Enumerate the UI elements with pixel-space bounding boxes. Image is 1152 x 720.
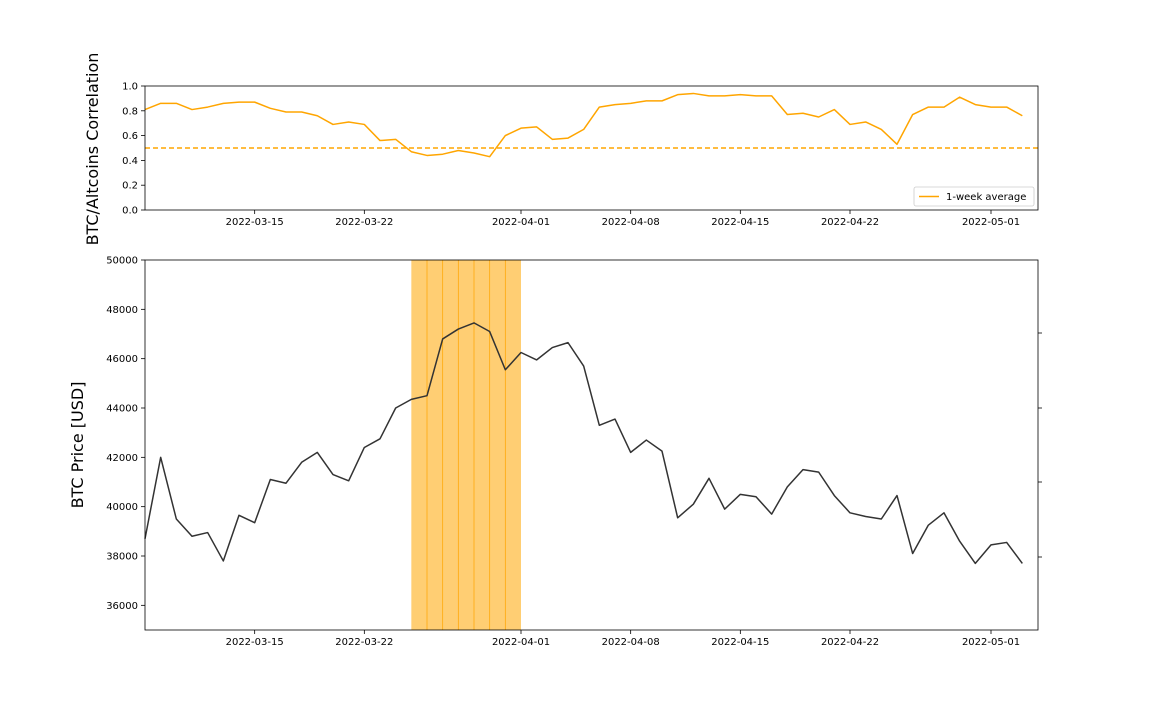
x-tick-label: 2022-04-01 [492,217,550,228]
plot-frame [144,85,1039,211]
y-tick-label: 38000 [106,552,138,563]
highlight-band [411,260,521,630]
y-tick-label: 0.4 [122,156,138,167]
y-tick-label: 42000 [106,453,138,464]
y-tick-label: 0.6 [122,131,138,142]
x-tick-label: 2022-05-01 [962,637,1020,648]
x-tick-label: 2022-04-15 [711,637,769,648]
y-tick-label: 36000 [106,601,138,612]
correlation-y-axis-label: BTC/Altcoins Correlation [83,53,102,246]
y-tick-label: 46000 [106,354,138,365]
y-tick-label: 1.0 [122,82,138,93]
y-tick-label: 44000 [106,404,138,415]
x-tick-label: 2022-04-22 [821,637,879,648]
y-tick-label: 48000 [106,305,138,316]
x-tick-label: 2022-04-15 [711,217,769,228]
x-tick-label: 2022-03-22 [335,637,393,648]
price-panel: 36000 38000 40000 42000 44000 46000 48000 50000… [106,256,1042,648]
x-tick-label: 2022-03-22 [335,217,393,228]
correlation-panel: 0.0 0.2 0.4 0.6 0.8 1.0 2022-03-15 2022-03-22 20… [122,82,1039,228]
series-line-1 [144,92,1023,158]
y-tick-label: 40000 [106,502,138,513]
x-tick-label: 2022-03-15 [226,637,284,648]
x-tick-label: 2022-03-15 [226,217,284,228]
y-tick-label: 0.8 [122,106,138,117]
x-tick-label: 2022-05-01 [962,217,1020,228]
x-tick-label: 2022-04-01 [492,637,550,648]
legend-box [913,186,1035,207]
x-tick-label: 2022-04-08 [602,217,660,228]
y-tick-label: 0.0 [122,206,138,217]
series-line-1 [144,322,1023,565]
price-y-axis-label: BTC Price [USD] [68,382,87,509]
x-tick-label: 2022-04-08 [602,637,660,648]
legend-entry: 1-week average [946,192,1026,203]
y-tick-label: 0.2 [122,181,138,192]
x-tick-label: 2022-04-22 [821,217,879,228]
plot-frame [144,259,1039,631]
y-tick-label: 50000 [106,256,138,267]
legend: 1-week average [913,186,1035,207]
